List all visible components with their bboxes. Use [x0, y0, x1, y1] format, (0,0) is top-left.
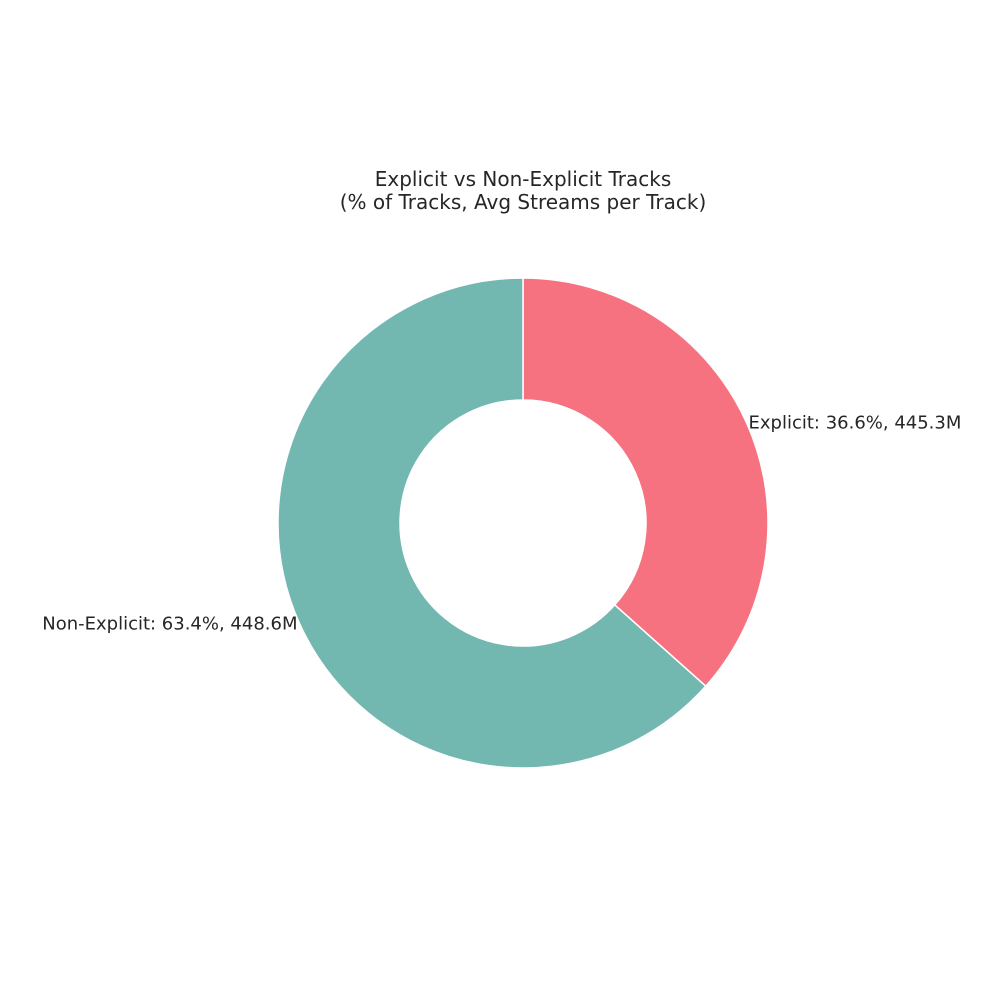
- slice-labels: Explicit: 36.6%, 445.3M Non-Explicit: 63.…: [42, 413, 961, 635]
- chart-subtitle: (% of Tracks, Avg Streams per Track): [340, 190, 707, 214]
- donut-slices: [277, 277, 769, 769]
- slice-non-explicit: [277, 277, 707, 769]
- slice-label-non-explicit: Non-Explicit: 63.4%, 448.6M: [42, 614, 297, 635]
- slice-label-explicit: Explicit: 36.6%, 445.3M: [749, 413, 962, 434]
- slice-explicit: [522, 277, 769, 688]
- chart-title: Explicit vs Non-Explicit Tracks: [375, 167, 672, 191]
